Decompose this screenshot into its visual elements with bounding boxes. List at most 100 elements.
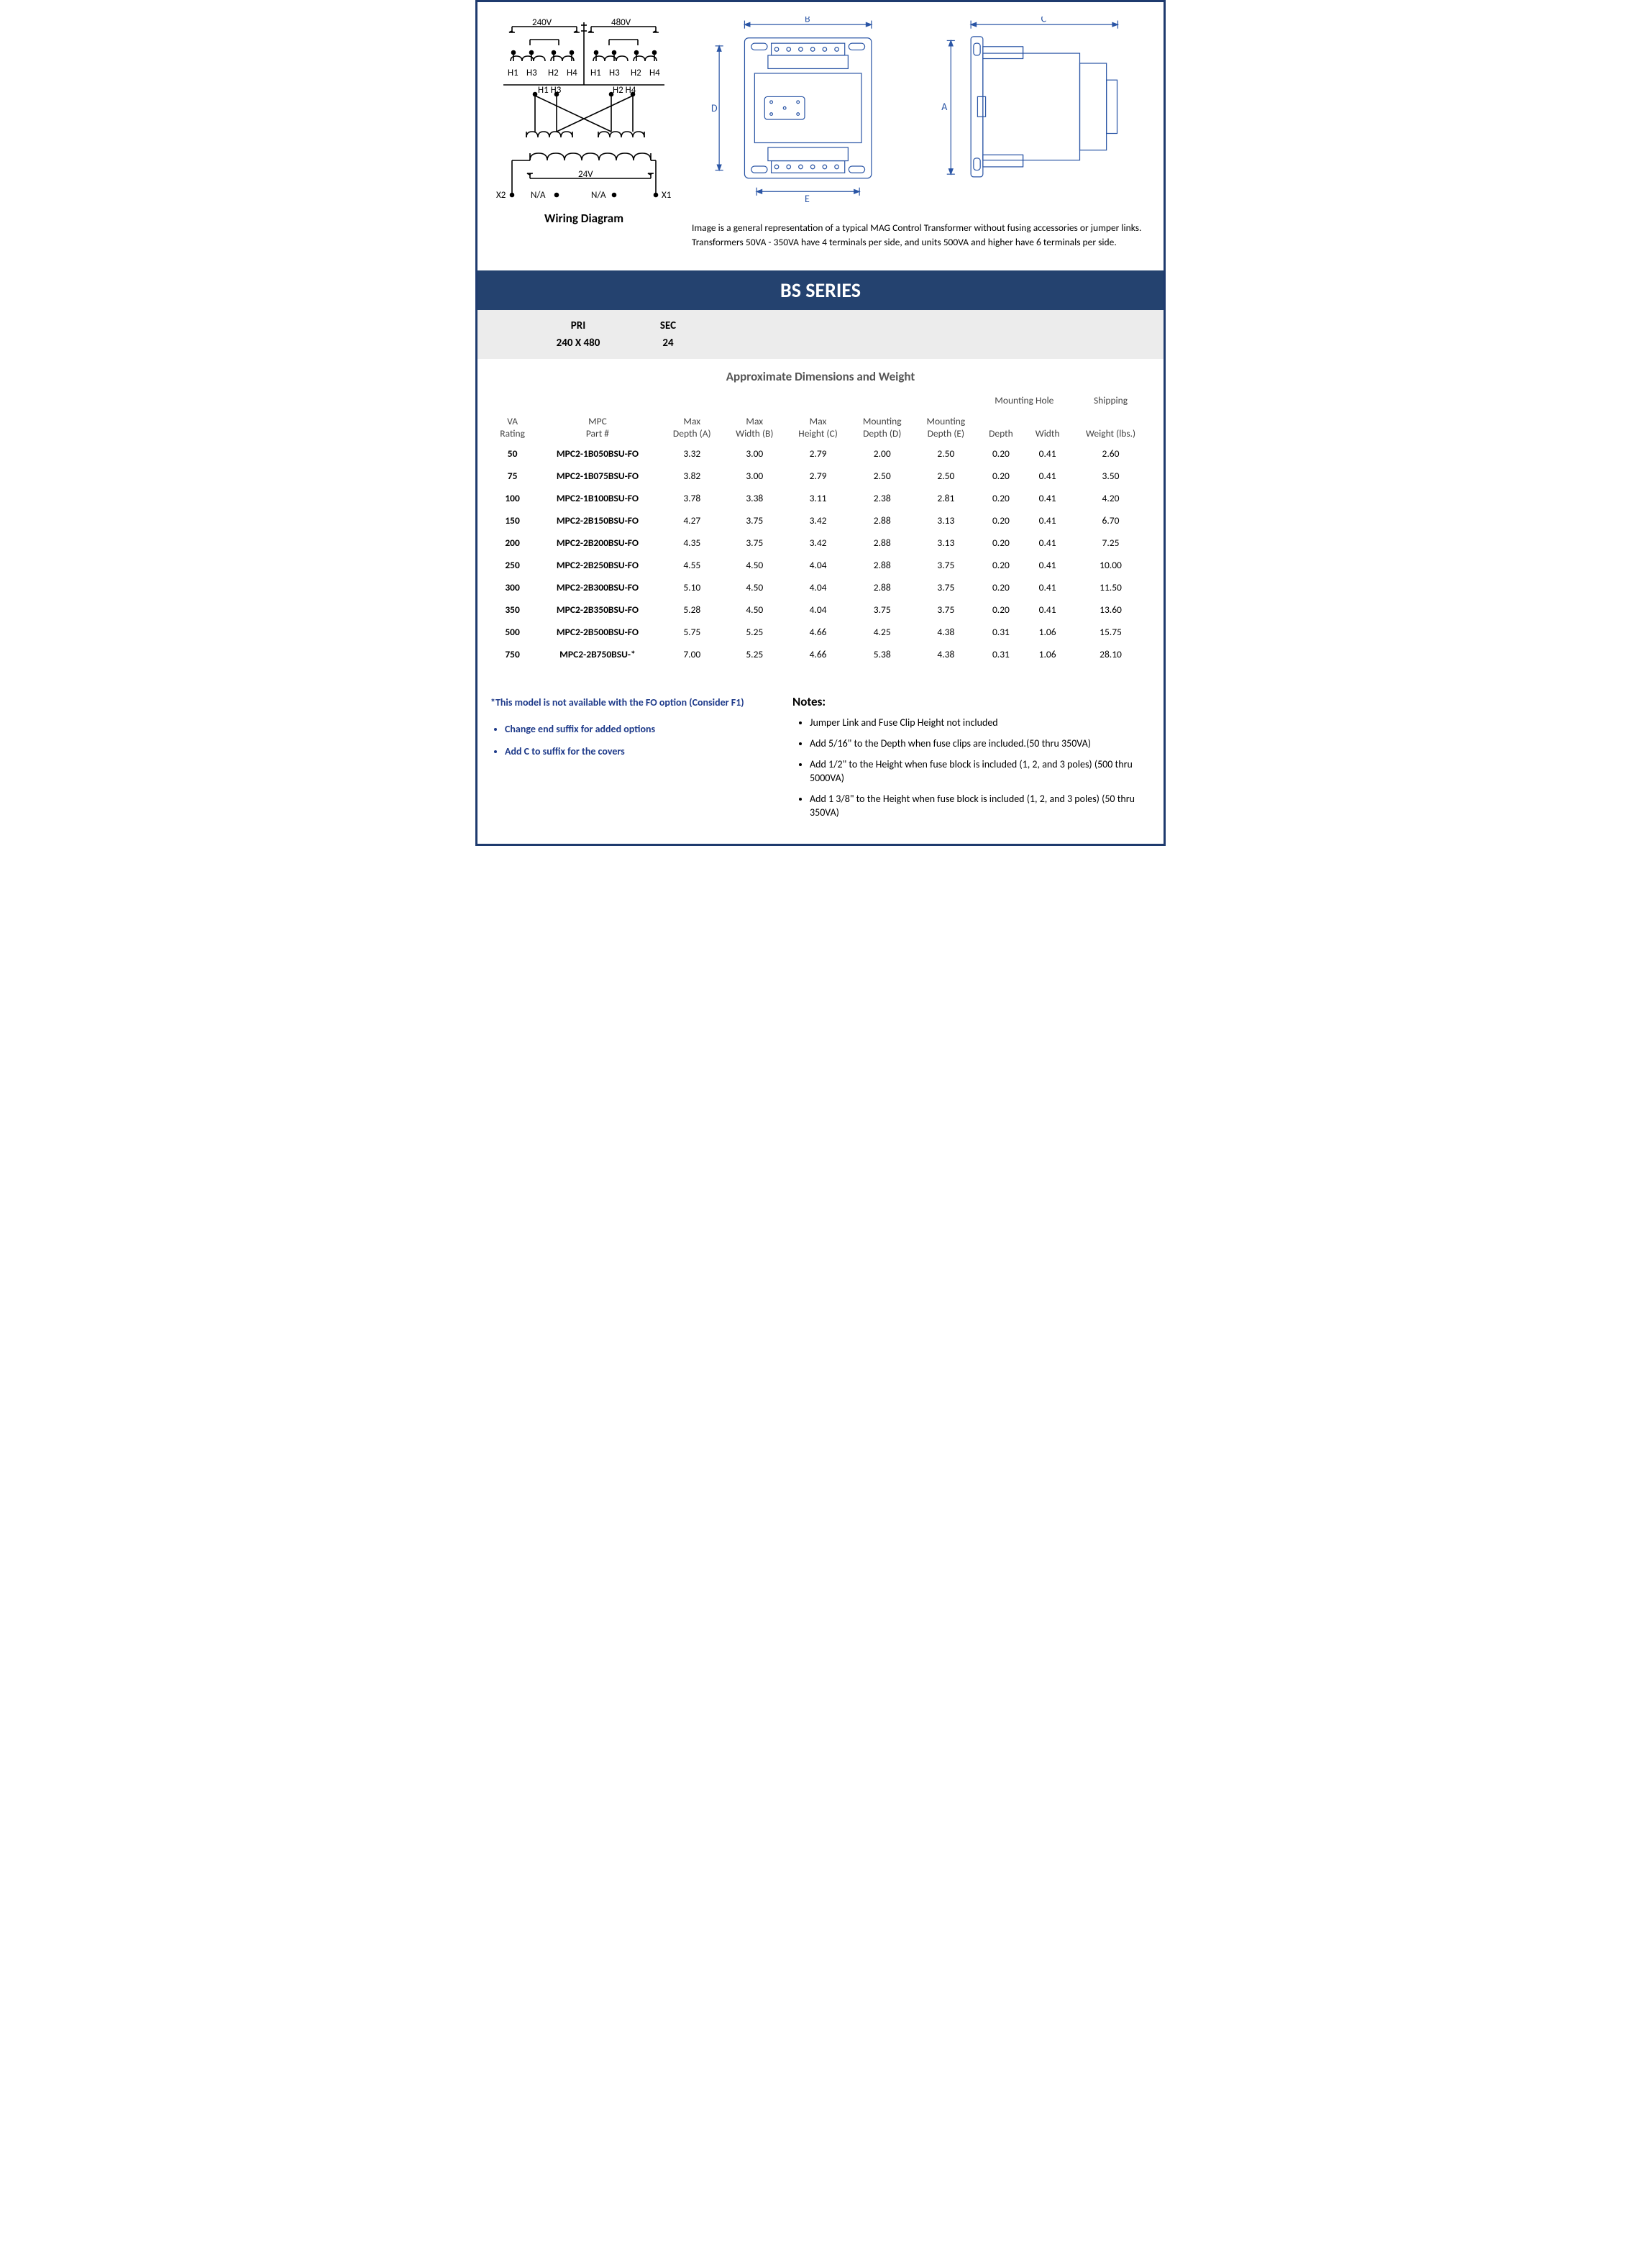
table-row: 100MPC2-1B100BSU-FO3.783.383.112.382.810… — [490, 487, 1151, 509]
column-header: MountingDepth (E) — [914, 412, 978, 442]
table-cell: 150 — [490, 509, 534, 532]
svg-text:H1: H1 — [590, 68, 601, 78]
wiring-column: 240V 480V H1 H3 H2 H4 H1 H3 H2 H4 H1 H3 … — [490, 17, 677, 226]
table-cell: 5.25 — [723, 643, 786, 665]
table-cell: 0.20 — [978, 509, 1025, 532]
table-cell: 0.41 — [1024, 554, 1071, 576]
svg-text:H2: H2 — [548, 68, 559, 78]
table-cell: 0.41 — [1024, 576, 1071, 598]
svg-text:H2: H2 — [631, 68, 641, 78]
table-cell: 7.25 — [1071, 532, 1151, 554]
table-cell: 0.20 — [978, 442, 1025, 465]
table-cell: 0.41 — [1024, 465, 1071, 487]
svg-text:H1 H3: H1 H3 — [538, 85, 562, 96]
technical-drawings: B D E — [692, 17, 1151, 204]
svg-text:H4: H4 — [567, 68, 577, 78]
svg-text:H4: H4 — [649, 68, 660, 78]
table-cell: 0.41 — [1024, 487, 1071, 509]
column-header: MaxDepth (A) — [661, 412, 723, 442]
svg-text:H3: H3 — [609, 68, 620, 78]
table-cell: 4.25 — [850, 621, 914, 643]
table-cell: MPC2-1B075BSU-FO — [534, 465, 660, 487]
top-section: 240V 480V H1 H3 H2 H4 H1 H3 H2 H4 H1 H3 … — [490, 17, 1151, 249]
table-cell: 2.50 — [914, 442, 978, 465]
svg-text:C: C — [1041, 17, 1047, 24]
table-cell: 2.38 — [850, 487, 914, 509]
table-cell: 0.20 — [978, 465, 1025, 487]
table-cell: 2.79 — [786, 442, 851, 465]
table-cell: 3.75 — [850, 598, 914, 621]
right-note-item: Add 1 3/8" to the Height when fuse block… — [810, 793, 1151, 820]
bottom-section: *This model is not available with the FO… — [490, 694, 1151, 826]
table-cell: 2.88 — [850, 532, 914, 554]
table-cell: 28.10 — [1071, 643, 1151, 665]
right-note-item: Add 1/2" to the Height when fuse block i… — [810, 758, 1151, 785]
table-cell: MPC2-2B750BSU-* — [534, 643, 660, 665]
table-cell: 75 — [490, 465, 534, 487]
table-cell: 3.00 — [723, 465, 786, 487]
table-cell: 2.88 — [850, 554, 914, 576]
table-row: 250MPC2-2B250BSU-FO4.554.504.042.883.750… — [490, 554, 1151, 576]
table-cell: 3.75 — [914, 554, 978, 576]
pri-cell: PRI 240 X 480 — [528, 317, 628, 352]
table-cell: 5.25 — [723, 621, 786, 643]
table-cell: 0.31 — [978, 621, 1025, 643]
table-cell: 2.60 — [1071, 442, 1151, 465]
table-cell: 3.75 — [723, 509, 786, 532]
left-note-item: Add C to suffix for the covers — [505, 745, 764, 757]
asterisk-note: *This model is not available with the FO… — [490, 694, 764, 711]
column-header: Width — [1024, 412, 1071, 442]
svg-text:E: E — [805, 193, 810, 204]
svg-text:H2 H4: H2 H4 — [613, 85, 636, 96]
table-cell: 1.06 — [1024, 643, 1071, 665]
column-header: Depth — [978, 412, 1025, 442]
table-cell: 6.70 — [1071, 509, 1151, 532]
right-note-item: Jumper Link and Fuse Clip Height not inc… — [810, 716, 1151, 730]
col-group-mounting: Mounting Hole — [978, 391, 1071, 412]
table-cell: 350 — [490, 598, 534, 621]
table-cell: 3.75 — [723, 532, 786, 554]
table-cell: 4.50 — [723, 598, 786, 621]
table-cell: MPC2-2B150BSU-FO — [534, 509, 660, 532]
table-cell: 2.79 — [786, 465, 851, 487]
table-cell: 2.50 — [914, 465, 978, 487]
table-cell: 3.13 — [914, 509, 978, 532]
table-row: 200MPC2-2B200BSU-FO4.353.753.422.883.130… — [490, 532, 1151, 554]
table-cell: 0.41 — [1024, 442, 1071, 465]
table-cell: 13.60 — [1071, 598, 1151, 621]
column-header: Weight (lbs.) — [1071, 412, 1151, 442]
table-cell: 11.50 — [1071, 576, 1151, 598]
table-cell: MPC2-2B500BSU-FO — [534, 621, 660, 643]
pri-sec-header: PRI 240 X 480 SEC 24 — [477, 310, 1164, 359]
table-cell: 4.66 — [786, 621, 851, 643]
table-cell: 300 — [490, 576, 534, 598]
wiring-diagram: 240V 480V H1 H3 H2 H4 H1 H3 H2 H4 H1 H3 … — [490, 17, 677, 204]
svg-text:H1: H1 — [508, 68, 518, 78]
table-row: 75MPC2-1B075BSU-FO3.823.002.792.502.500.… — [490, 465, 1151, 487]
table-cell: 3.50 — [1071, 465, 1151, 487]
table-cell: 0.20 — [978, 487, 1025, 509]
column-header: MaxHeight (C) — [786, 412, 851, 442]
page-container: 240V 480V H1 H3 H2 H4 H1 H3 H2 H4 H1 H3 … — [475, 0, 1166, 846]
column-header: MountingDepth (D) — [850, 412, 914, 442]
table-cell: 4.66 — [786, 643, 851, 665]
dimensions-title: Approximate Dimensions and Weight — [490, 359, 1151, 391]
table-cell: 4.50 — [723, 554, 786, 576]
svg-text:X1: X1 — [662, 190, 671, 201]
table-cell: 0.41 — [1024, 598, 1071, 621]
table-cell: 0.20 — [978, 576, 1025, 598]
table-cell: 4.04 — [786, 554, 851, 576]
table-cell: 5.38 — [850, 643, 914, 665]
svg-text:24V: 24V — [578, 169, 593, 180]
left-note-item: Change end suffix for added options — [505, 723, 764, 735]
table-cell: 2.00 — [850, 442, 914, 465]
table-row: 300MPC2-2B300BSU-FO5.104.504.042.883.750… — [490, 576, 1151, 598]
left-notes: *This model is not available with the FO… — [490, 694, 764, 826]
technical-note: Image is a general representation of a t… — [692, 221, 1151, 249]
notes-title: Notes: — [792, 694, 1151, 709]
table-cell: 4.38 — [914, 643, 978, 665]
table-cell: 0.41 — [1024, 532, 1071, 554]
table-cell: 100 — [490, 487, 534, 509]
series-banner: BS SERIES — [477, 270, 1164, 310]
table-cell: 1.06 — [1024, 621, 1071, 643]
